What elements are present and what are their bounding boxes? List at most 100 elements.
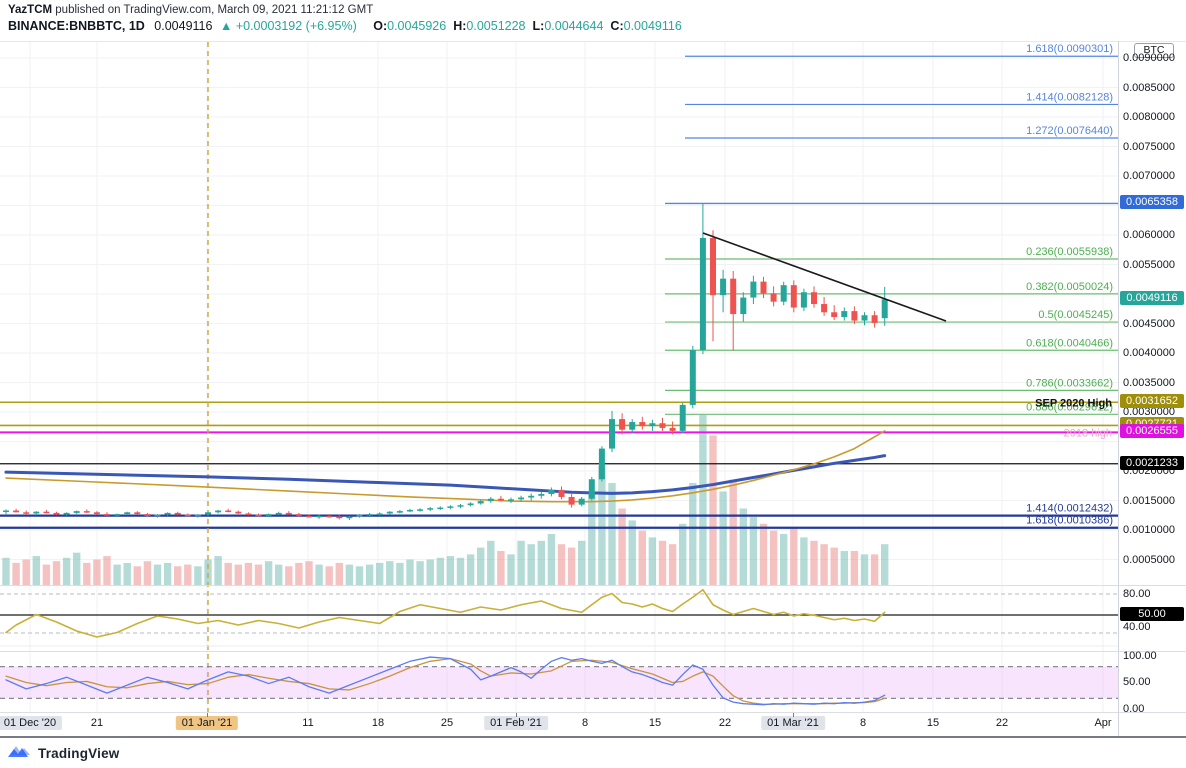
candle-body <box>477 501 484 504</box>
price-tick: 0.0010000 <box>1123 524 1175 536</box>
candle-body <box>255 514 262 517</box>
price-tick: 0.0080000 <box>1123 111 1175 123</box>
axis-divider <box>1118 41 1119 736</box>
candle-body <box>447 506 454 508</box>
volume-bar <box>42 564 51 585</box>
volume-bar <box>820 544 828 585</box>
brand-text[interactable]: TradingView <box>38 745 120 761</box>
author-name: YazTCM <box>8 4 53 16</box>
ma-slow-line <box>4 454 887 495</box>
volume-bar <box>588 491 596 585</box>
volume-bar <box>376 562 384 585</box>
volume-bar <box>860 554 869 585</box>
tradingview-logo-icon[interactable] <box>8 742 32 764</box>
price-change: ▲ +0.0003192 (+6.95%) <box>220 19 357 33</box>
volume-bar <box>800 537 808 585</box>
price-tick: 0.0070000 <box>1123 170 1175 182</box>
time-label: 15 <box>926 717 940 729</box>
pane-separator-volume-rsi[interactable] <box>0 585 1186 586</box>
ohlc-values: O:0.0045926 H:0.0051228 L:0.0044644 C:0.004… <box>366 19 682 33</box>
volume-bar <box>62 557 71 585</box>
volume-bar <box>325 566 333 585</box>
fib-label: 0.236(0.0055938) <box>1026 246 1113 258</box>
volume-bar <box>466 554 475 585</box>
byline: YazTCM published on TradingView.com, Mar… <box>8 4 1178 16</box>
volume-bar <box>668 544 677 585</box>
candle-body <box>720 278 727 296</box>
candle-body <box>164 512 171 515</box>
ohlc-value: 0.0045926 <box>387 19 447 33</box>
volume-bar <box>163 562 172 585</box>
volume-bar <box>578 540 586 585</box>
candle-body <box>235 511 242 514</box>
volume-bar <box>275 564 283 585</box>
candle-body <box>144 514 151 516</box>
price-tick: 0.0005000 <box>1123 553 1175 566</box>
candle-body <box>851 311 858 321</box>
volume-bar <box>689 483 697 585</box>
candle-body <box>730 278 737 315</box>
candle-body <box>780 285 787 302</box>
volume-bar <box>739 508 747 585</box>
candle-body <box>508 499 514 501</box>
volume-bar <box>628 520 636 585</box>
fib-label: 1.618(0.0090301) <box>1026 43 1113 55</box>
candle-body <box>821 304 828 313</box>
volume-bar <box>234 564 242 585</box>
volume-bar <box>12 562 20 585</box>
candle-body <box>104 514 110 516</box>
volume-bar <box>850 551 859 585</box>
candle-body <box>114 514 121 516</box>
fib-label: 1.414(0.0082128) <box>1026 91 1113 103</box>
candle-body <box>23 512 30 514</box>
volume-bar <box>295 562 303 585</box>
candle-body <box>215 510 222 513</box>
candle-body <box>457 505 464 507</box>
pane-separator-rsi-stoch[interactable] <box>0 651 1186 652</box>
candle-body <box>376 513 383 515</box>
rsi-tick: 80.00 <box>1123 588 1151 600</box>
price-tick: 0.0085000 <box>1123 81 1175 94</box>
volume-bar <box>699 415 707 585</box>
candle-body <box>548 489 555 495</box>
candle-body <box>750 281 757 298</box>
volume-bar <box>648 537 657 585</box>
candle-body <box>154 514 161 517</box>
symbol-row: BINANCE:BNBBTC, 1D 0.0049116 ▲ +0.000319… <box>8 19 1178 33</box>
volume-bar <box>638 530 646 585</box>
volume-bar <box>355 566 364 585</box>
time-label: 01 Dec '20 <box>0 716 63 730</box>
candle-body <box>679 404 686 431</box>
candle-body <box>43 511 50 514</box>
price-unit-label: BTC <box>1134 43 1174 58</box>
fib-label: 0.382(0.0050024) <box>1026 281 1113 293</box>
descending-trendline <box>702 232 947 322</box>
time-axis[interactable]: 01 Dec '20 21 01 Jan '21 11 18 25 01 Feb '21 8 1… <box>0 713 1118 736</box>
price-badge: 0.0065358 <box>1120 195 1184 210</box>
candle-body <box>538 494 545 496</box>
volume-bar <box>658 540 667 585</box>
volume-bar <box>113 564 121 585</box>
ohlc-key: H: <box>453 19 467 33</box>
candle-body <box>811 292 817 305</box>
time-label: 18 <box>371 717 385 729</box>
stoch-k-line <box>5 656 886 706</box>
volume-bar <box>830 547 838 585</box>
volume-bar <box>769 530 778 585</box>
ohlc-key: O: <box>373 19 388 33</box>
volume-bar <box>517 540 525 585</box>
volume-bar <box>194 566 202 585</box>
price-tick: 0.0030000 <box>1123 406 1175 418</box>
candle-body <box>184 514 191 517</box>
candle-body <box>760 281 767 294</box>
ma-fast-line <box>5 430 886 503</box>
price-axis[interactable]: BTC 0.0090000 0.0085000 0.0080000 0.0075000… <box>1119 42 1186 715</box>
volume-bar <box>184 564 192 585</box>
level-annotation: SEP 2020 High <box>1035 397 1112 409</box>
volume-bar <box>143 561 152 585</box>
time-label: 11 <box>302 717 314 729</box>
candle-body <box>598 448 605 480</box>
time-axis-border <box>0 712 1186 713</box>
